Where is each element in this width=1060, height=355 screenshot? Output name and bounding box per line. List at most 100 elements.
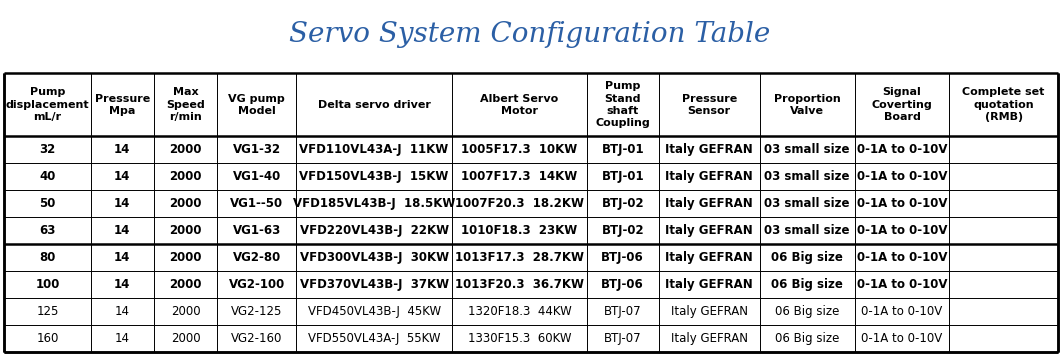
Text: 1013F17.3  28.7KW: 1013F17.3 28.7KW <box>455 251 584 264</box>
Bar <box>452 271 587 298</box>
Bar <box>154 163 217 190</box>
Text: 1013F20.3  36.7KW: 1013F20.3 36.7KW <box>455 278 584 291</box>
Text: VG1-40: VG1-40 <box>232 170 281 183</box>
Bar <box>4 244 91 271</box>
Text: BTJ-07: BTJ-07 <box>604 332 641 345</box>
Text: BTJ-01: BTJ-01 <box>601 170 644 183</box>
Text: 2000: 2000 <box>170 278 201 291</box>
Text: 03 small size: 03 small size <box>764 170 850 183</box>
Bar <box>217 244 296 271</box>
Bar <box>217 136 296 163</box>
Text: 14: 14 <box>114 251 130 264</box>
Bar <box>296 271 452 298</box>
Text: VG1-63: VG1-63 <box>232 224 281 237</box>
Bar <box>950 136 1058 163</box>
Text: Italy GEFRAN: Italy GEFRAN <box>666 143 753 156</box>
Bar <box>452 190 587 217</box>
Text: Italy GEFRAN: Italy GEFRAN <box>666 278 753 291</box>
Text: VG2-125: VG2-125 <box>231 305 282 318</box>
Text: VFD370VL43B-J  37KW: VFD370VL43B-J 37KW <box>300 278 448 291</box>
Bar <box>587 190 658 217</box>
Bar <box>296 163 452 190</box>
Text: 1005F17.3  10KW: 1005F17.3 10KW <box>461 143 578 156</box>
Text: 14: 14 <box>114 197 130 210</box>
Bar <box>950 298 1058 325</box>
Bar <box>217 190 296 217</box>
Bar <box>950 217 1058 244</box>
Text: 1320F18.3  44KW: 1320F18.3 44KW <box>467 305 571 318</box>
Bar <box>4 136 91 163</box>
Text: Pressure
Mpa: Pressure Mpa <box>94 94 149 116</box>
Text: BTJ-06: BTJ-06 <box>601 251 644 264</box>
Bar <box>658 325 760 352</box>
Bar <box>854 298 950 325</box>
Text: Max
Speed
r/min: Max Speed r/min <box>166 87 205 122</box>
Bar <box>587 325 658 352</box>
Bar <box>91 163 154 190</box>
Bar <box>950 244 1058 271</box>
Text: 14: 14 <box>114 224 130 237</box>
Text: 2000: 2000 <box>171 305 200 318</box>
Text: 06 Big size: 06 Big size <box>772 278 843 291</box>
Text: 1007F20.3  18.2KW: 1007F20.3 18.2KW <box>455 197 584 210</box>
Bar <box>658 217 760 244</box>
Bar <box>154 244 217 271</box>
Bar <box>296 73 452 136</box>
Bar <box>658 244 760 271</box>
Text: VFD110VL43A-J  11KW: VFD110VL43A-J 11KW <box>299 143 448 156</box>
Bar <box>854 325 950 352</box>
Bar <box>91 217 154 244</box>
Text: 2000: 2000 <box>170 197 201 210</box>
Bar <box>154 298 217 325</box>
Text: 2000: 2000 <box>170 143 201 156</box>
Bar <box>950 73 1058 136</box>
Bar <box>4 298 91 325</box>
Text: 160: 160 <box>36 332 58 345</box>
Bar <box>4 190 91 217</box>
Text: 80: 80 <box>39 251 55 264</box>
Text: 14: 14 <box>114 305 129 318</box>
Bar <box>658 163 760 190</box>
Text: 03 small size: 03 small size <box>764 143 850 156</box>
Text: Pump
Stand
shaft
Coupling: Pump Stand shaft Coupling <box>596 81 650 129</box>
Bar <box>587 73 658 136</box>
Bar <box>658 190 760 217</box>
Text: 06 Big size: 06 Big size <box>772 251 843 264</box>
Bar <box>217 217 296 244</box>
Bar <box>217 163 296 190</box>
Bar <box>217 298 296 325</box>
Text: 14: 14 <box>114 143 130 156</box>
Text: VG1--50: VG1--50 <box>230 197 283 210</box>
Bar <box>4 271 91 298</box>
Bar <box>760 163 854 190</box>
Bar <box>950 271 1058 298</box>
Bar <box>452 298 587 325</box>
Bar <box>587 163 658 190</box>
Bar <box>296 190 452 217</box>
Bar <box>587 136 658 163</box>
Text: 2000: 2000 <box>170 224 201 237</box>
Bar <box>296 244 452 271</box>
Bar <box>587 244 658 271</box>
Bar <box>91 136 154 163</box>
Bar <box>658 73 760 136</box>
Text: 06 Big size: 06 Big size <box>775 332 840 345</box>
Bar <box>854 190 950 217</box>
Text: Delta servo driver: Delta servo driver <box>318 100 430 110</box>
Text: 0-1A to 0-10V: 0-1A to 0-10V <box>856 170 948 183</box>
Bar <box>587 217 658 244</box>
Bar <box>854 271 950 298</box>
Text: BTJ-02: BTJ-02 <box>601 197 644 210</box>
Bar <box>452 325 587 352</box>
Text: 40: 40 <box>39 170 55 183</box>
Bar <box>452 163 587 190</box>
Text: 1330F15.3  60KW: 1330F15.3 60KW <box>467 332 571 345</box>
Text: 2000: 2000 <box>170 170 201 183</box>
Bar <box>296 298 452 325</box>
Bar <box>854 217 950 244</box>
Bar <box>4 217 91 244</box>
Text: 2000: 2000 <box>170 251 201 264</box>
Text: Italy GEFRAN: Italy GEFRAN <box>666 224 753 237</box>
Text: VFD185VL43B-J  18.5KW: VFD185VL43B-J 18.5KW <box>293 197 455 210</box>
Bar <box>452 136 587 163</box>
